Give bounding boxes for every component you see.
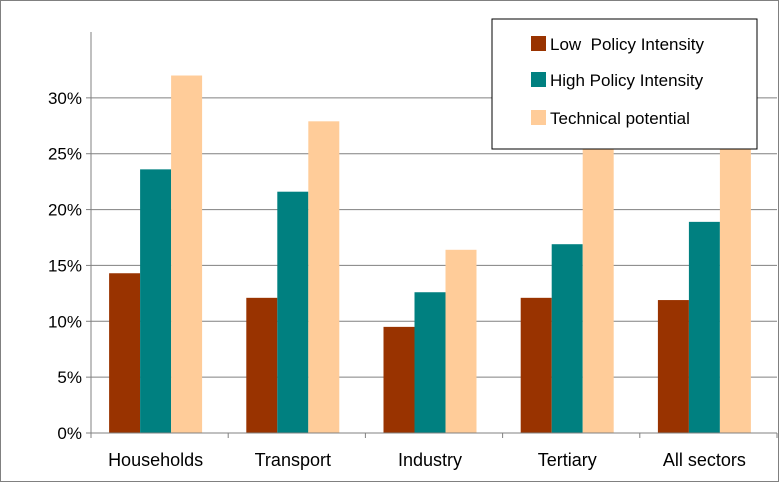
bar-3 — [445, 249, 477, 433]
x-category-label: Transport — [255, 450, 331, 470]
legend: Low Policy Intensity High Policy Intensit… — [491, 18, 758, 150]
y-tick-label: 25% — [48, 145, 82, 164]
y-tick-label: 0% — [57, 424, 82, 443]
bar-1 — [657, 300, 689, 433]
legend-label: High Policy Intensity — [550, 71, 704, 90]
y-tick-label: 15% — [48, 256, 82, 275]
bar-3 — [582, 149, 614, 433]
legend-swatch — [531, 36, 546, 51]
bar-2 — [688, 221, 720, 433]
x-category-label: Tertiary — [538, 450, 597, 470]
bar-2 — [277, 191, 309, 433]
bar-1 — [109, 273, 141, 433]
x-axis-category-labels: Households Transport Industry Tertiary All s… — [108, 450, 746, 470]
legend-swatch — [531, 72, 546, 87]
bar-1 — [383, 326, 415, 433]
bar-2 — [414, 292, 446, 433]
bar-3 — [171, 75, 203, 433]
bar-2 — [551, 244, 583, 433]
x-category-label: All sectors — [663, 450, 746, 470]
bar-3 — [719, 149, 751, 433]
y-axis-tick-labels: 0% 5% 10% 15% 20% 25% 30% — [48, 89, 82, 443]
bar-1 — [520, 297, 552, 433]
x-category-label: Industry — [398, 450, 462, 470]
bar-2 — [140, 169, 172, 433]
bar-1 — [246, 297, 278, 433]
legend-label: Low Policy Intensity — [550, 35, 705, 54]
x-category-label: Households — [108, 450, 203, 470]
legend-swatch — [531, 110, 546, 125]
y-tick-label: 5% — [57, 368, 82, 387]
legend-label: Technical potential — [550, 109, 690, 128]
y-tick-label: 30% — [48, 89, 82, 108]
bars — [109, 75, 751, 434]
y-tick-label: 10% — [48, 312, 82, 331]
axes — [86, 32, 778, 438]
y-tick-label: 20% — [48, 201, 82, 220]
bar-3 — [308, 121, 340, 434]
